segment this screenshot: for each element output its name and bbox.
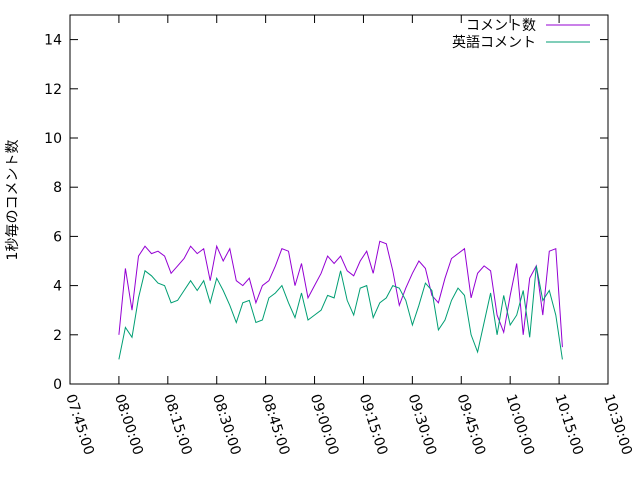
x-tick-label: 09:30:00	[405, 392, 440, 457]
y-tick-label: 4	[53, 279, 62, 295]
legend-label: コメント数	[466, 18, 536, 34]
y-tick-label: 10	[44, 131, 62, 147]
series-line	[118, 265, 563, 360]
y-tick-label: 14	[44, 33, 62, 49]
x-tick-label: 08:15:00	[160, 392, 195, 457]
y-tick-label: 6	[53, 229, 62, 245]
x-tick-label: 09:00:00	[307, 392, 342, 457]
x-tick-label: 07:45:00	[62, 392, 97, 457]
y-tick-label: 2	[53, 328, 62, 344]
x-tick-label: 10:30:00	[600, 392, 635, 457]
x-tick-label: 10:15:00	[551, 392, 586, 457]
y-tick-label: 0	[53, 377, 62, 393]
series-line	[118, 240, 563, 348]
x-tick-label: 09:45:00	[453, 392, 488, 457]
y-tick-label: 12	[44, 82, 62, 98]
x-tick-label: 08:00:00	[111, 392, 146, 457]
x-tick-label: 08:30:00	[209, 392, 244, 457]
x-tick-label: 08:45:00	[258, 392, 293, 457]
plot-frame	[69, 14, 609, 385]
legend-label: 英語コメント	[452, 34, 536, 51]
y-tick-label: 8	[53, 180, 62, 196]
x-tick-label: 09:15:00	[356, 392, 391, 457]
y-axis-label: 1秒毎のコメント数	[5, 140, 21, 261]
x-tick-label: 10:00:00	[502, 392, 537, 457]
